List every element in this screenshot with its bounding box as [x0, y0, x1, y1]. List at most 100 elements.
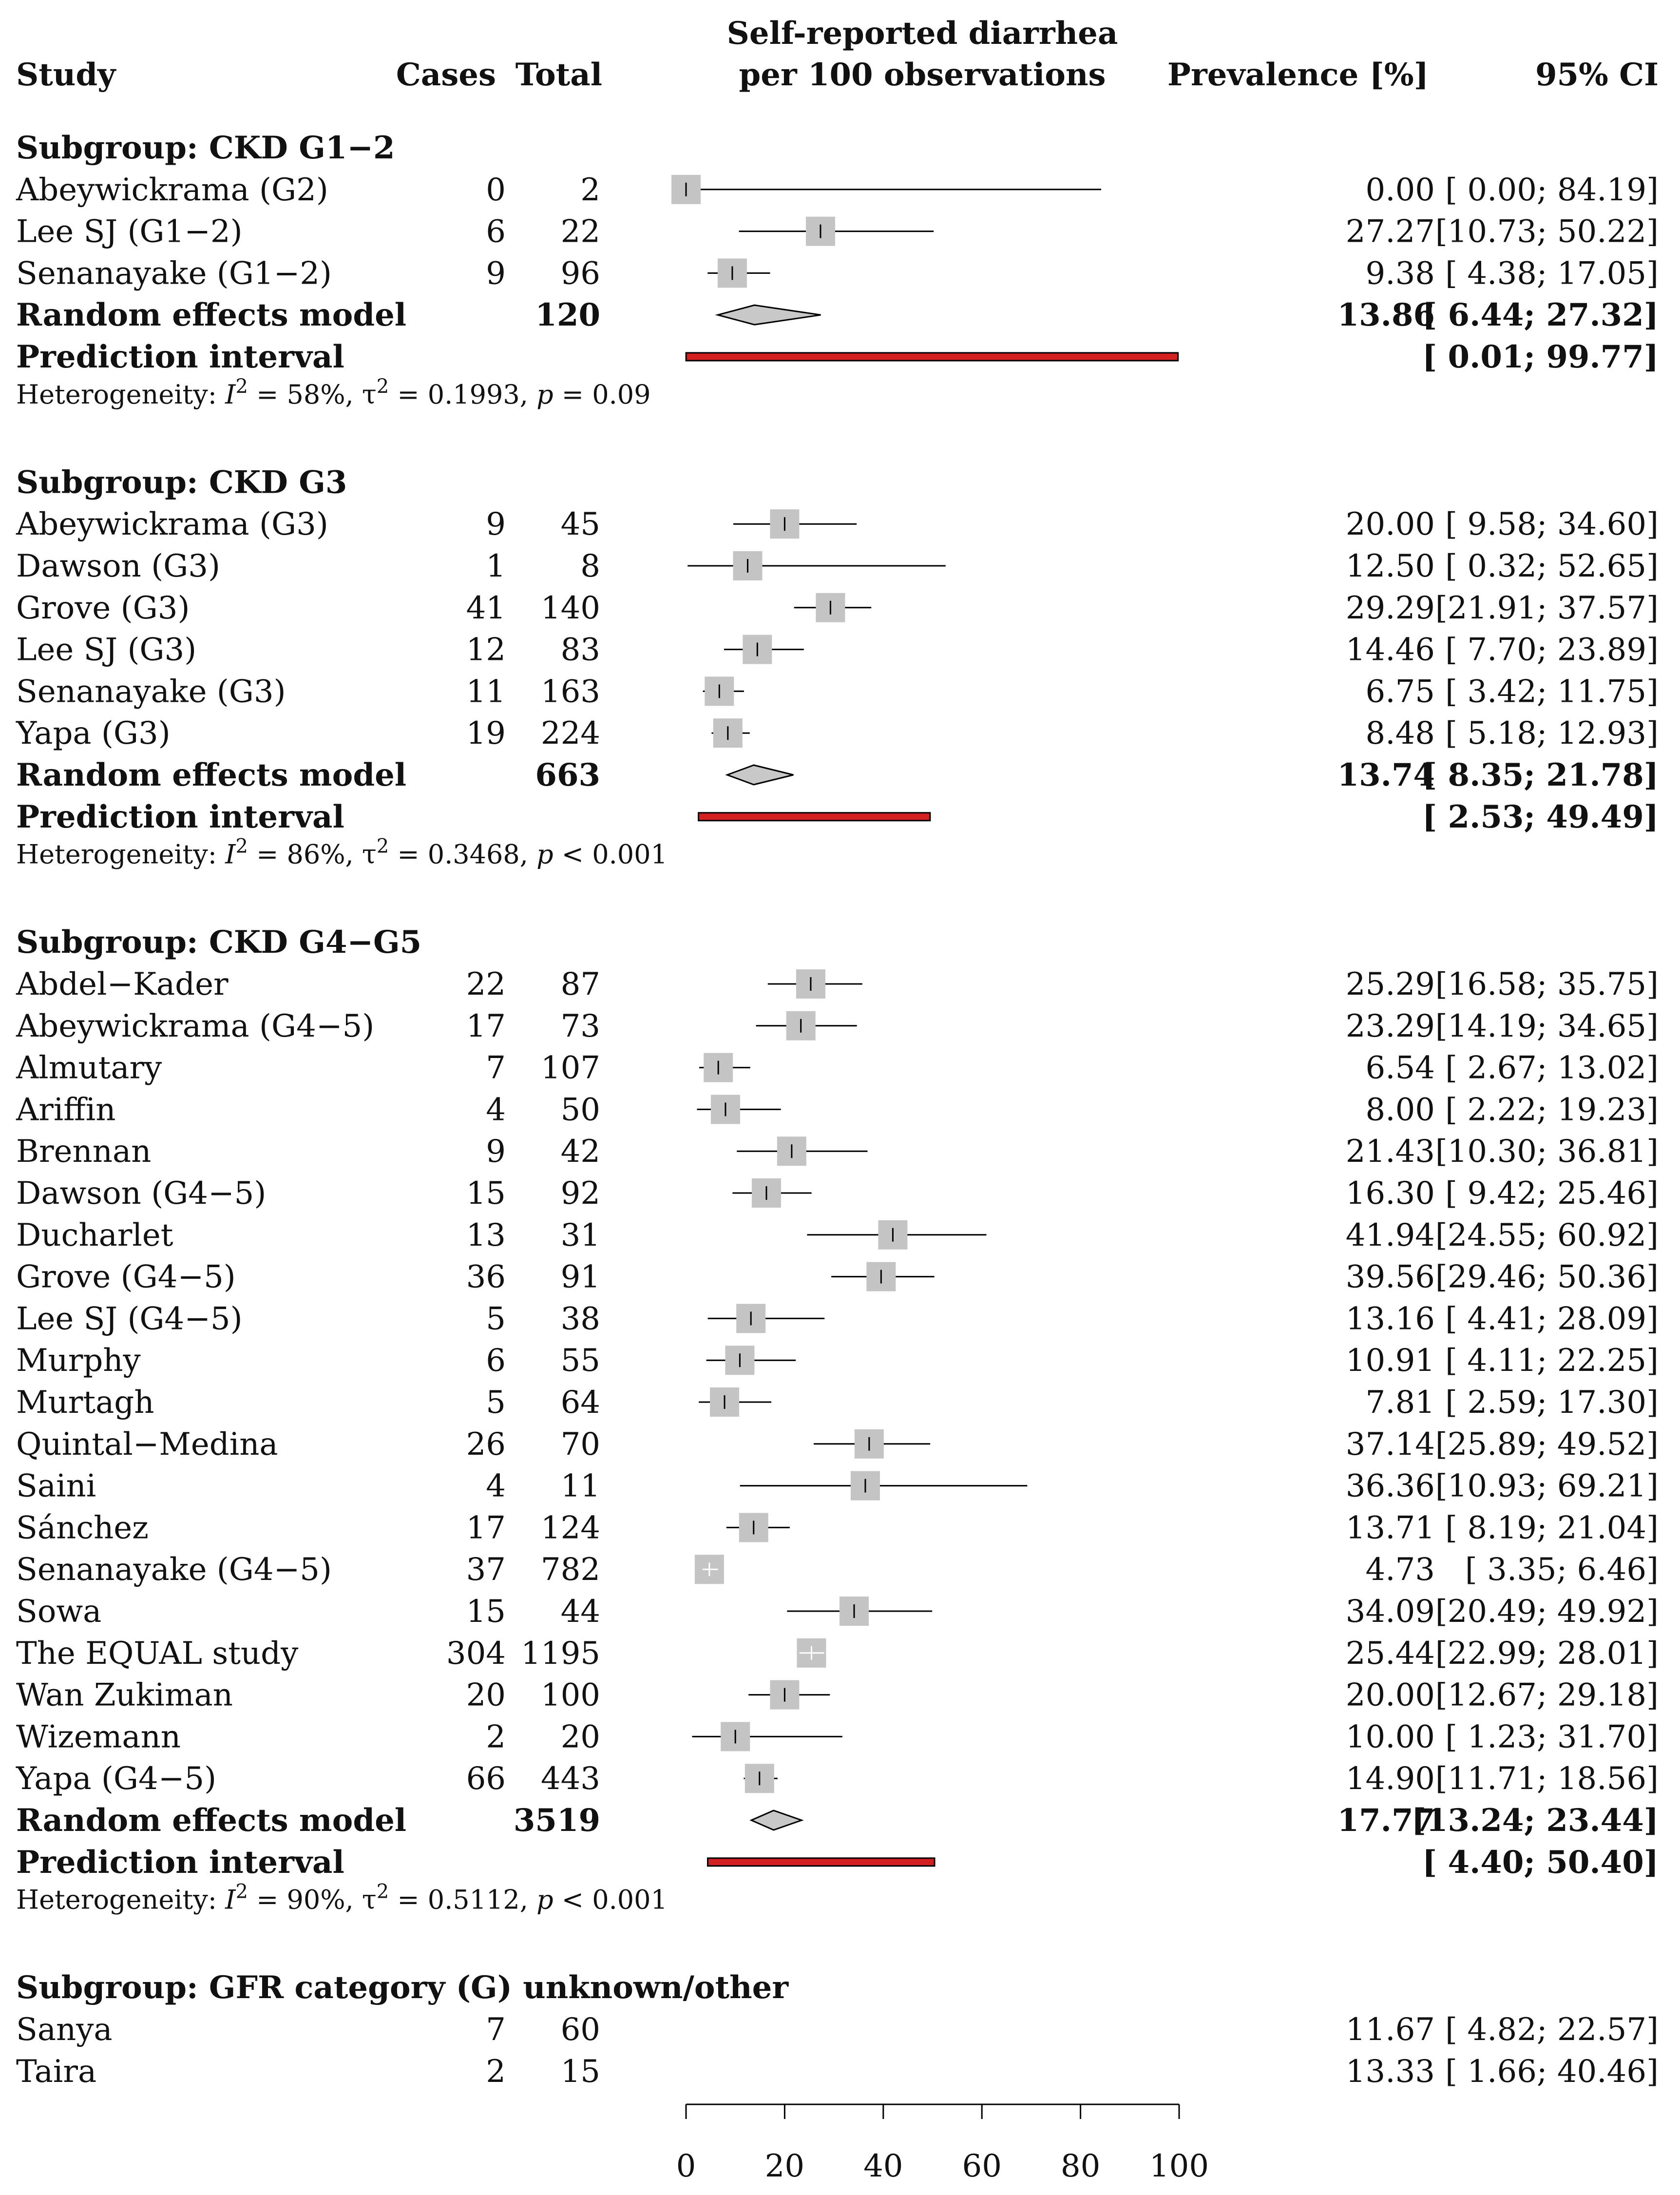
study-cases: 7: [486, 1050, 506, 1086]
study-cases: 1: [486, 548, 506, 584]
study-total: 64: [561, 1385, 600, 1421]
prediction-ci: [ 4.40; 50.40]: [1422, 1844, 1659, 1881]
header-study: Study: [16, 57, 116, 93]
model-diamond: [725, 764, 794, 786]
prediction-ci: [ 2.53; 49.49]: [1422, 799, 1659, 835]
heterogeneity-part: τ: [362, 1885, 377, 1915]
model-prevalence: 13.74: [1337, 757, 1435, 793]
study-prevalence: 23.29: [1346, 1008, 1435, 1044]
study-row: Wizemann 2 20 10.00 [ 1.23; 31.70]: [16, 1719, 1659, 1755]
study-cases: 19: [466, 715, 506, 751]
study-ci: [ 2.59; 17.30]: [1445, 1385, 1659, 1421]
study-name: Abeywickrama (G3): [16, 506, 328, 542]
heterogeneity-part: I: [225, 1885, 236, 1915]
heterogeneity-text: Heterogeneity: I2 = 86%, τ2 = 0.3468, p …: [16, 835, 668, 870]
study-prevalence: 13.71: [1346, 1510, 1435, 1546]
model-total: 663: [535, 757, 600, 793]
heterogeneity-part: 2: [377, 375, 389, 398]
study-ci: [ 3.35; 6.46]: [1465, 1552, 1659, 1588]
study-total: 87: [561, 966, 600, 1002]
study-name: Taira: [16, 2054, 96, 2090]
study-name: Wizemann: [16, 1719, 181, 1755]
study-name: Quintal−Medina: [16, 1426, 278, 1463]
study-cases: 12: [466, 632, 506, 668]
subgroup-title: Subgroup: GFR category (G) unknown/other: [16, 1969, 789, 2006]
heterogeneity-part: Heterogeneity:: [16, 379, 225, 410]
heterogeneity-text: Heterogeneity: I2 = 90%, τ2 = 0.5112, p …: [16, 1881, 668, 1915]
study-name: Dawson (G4−5): [16, 1175, 266, 1212]
study-total: 140: [541, 590, 600, 626]
header-ci: 95% CI: [1535, 57, 1659, 93]
study-prevalence: 12.50: [1346, 548, 1435, 584]
model-total: 120: [535, 297, 600, 333]
study-total: 124: [541, 1510, 600, 1546]
heterogeneity-part: < 0.001: [554, 839, 668, 870]
study-total: 60: [561, 2012, 600, 2048]
study-prevalence: 25.29: [1346, 966, 1435, 1002]
study-cases: 37: [466, 1552, 506, 1588]
study-name: Dawson (G3): [16, 548, 220, 584]
header-prevalence: Prevalence [%]: [1167, 57, 1429, 93]
study-total: 15: [561, 2054, 600, 2090]
header-plot-title-line1: Self-reported diarrhea: [727, 15, 1118, 52]
study-prevalence: 8.00: [1366, 1092, 1435, 1128]
study-cases: 6: [486, 1343, 506, 1379]
study-prevalence: 10.00: [1346, 1719, 1435, 1755]
study-cases: 41: [466, 590, 506, 626]
study-name: Grove (G3): [16, 590, 190, 626]
study-ci: [22.99; 28.01]: [1435, 1636, 1659, 1672]
study-total: 44: [561, 1594, 600, 1630]
study-ci: [29.46; 50.36]: [1435, 1259, 1659, 1295]
study-cases: 15: [466, 1175, 506, 1212]
model-prevalence: 17.77: [1337, 1802, 1435, 1839]
study-row: Senanayake (G4−5) 37 782 4.73 [ 3.35; 6.46]: [16, 1552, 1659, 1588]
model-ci: [13.24; 23.44]: [1412, 1802, 1659, 1839]
study-name: Saini: [16, 1468, 96, 1504]
prediction-bar: [698, 812, 931, 822]
study-name: Brennan: [16, 1134, 151, 1170]
model-diamond: [715, 304, 821, 326]
x-axis: 0 20 40 60 80 100: [676, 2103, 1209, 2184]
study-ci: [ 2.67; 13.02]: [1445, 1050, 1659, 1086]
x-tick-label: 60: [962, 2148, 1001, 2184]
heterogeneity-part: 2: [235, 375, 248, 398]
study-name: Sowa: [16, 1594, 101, 1630]
study-ci: [ 0.00; 84.19]: [1445, 172, 1659, 208]
study-row: Sánchez 17 124 13.71 [ 8.19; 21.04]: [16, 1510, 1659, 1546]
study-cases: 6: [486, 214, 506, 250]
header-total: Total: [515, 57, 602, 93]
study-total: 55: [561, 1343, 600, 1379]
heterogeneity-part: = 0.1993,: [389, 379, 536, 410]
x-tick-label: 80: [1061, 2148, 1100, 2184]
study-cases: 26: [466, 1426, 506, 1463]
study-cases: 4: [486, 1092, 506, 1128]
study-name: Lee SJ (G1−2): [16, 214, 243, 250]
study-total: 73: [561, 1008, 600, 1044]
study-name: Wan Zukiman: [16, 1677, 233, 1714]
study-row: Murphy 6 55 10.91 [ 4.11; 22.25]: [16, 1343, 1659, 1379]
study-row: Abeywickrama (G4−5) 17 73 23.29 [14.19; 34.6…: [16, 1008, 1659, 1044]
study-row: Murtagh 5 64 7.81 [ 2.59; 17.30]: [16, 1385, 1659, 1421]
study-name: Grove (G4−5): [16, 1259, 236, 1295]
subgroup-title: Subgroup: CKD G4−G5: [16, 924, 421, 961]
study-name: Sánchez: [16, 1510, 149, 1546]
study-prevalence: 0.00: [1366, 172, 1435, 208]
study-row: Grove (G3) 41 140 29.29 [21.91; 37.57]: [16, 590, 1659, 626]
study-total: 11: [561, 1468, 600, 1504]
study-ci: [ 8.19; 21.04]: [1445, 1510, 1659, 1546]
study-total: 50: [561, 1092, 600, 1128]
study-row: Wan Zukiman 20 100 20.00 [12.67; 29.18]: [16, 1677, 1659, 1714]
study-row: Lee SJ (G1−2) 6 22 27.27 [10.73; 50.22]: [16, 214, 1659, 250]
study-prevalence: 20.00: [1346, 1677, 1435, 1714]
heterogeneity-part: = 0.3468,: [389, 839, 536, 870]
study-name: Senanayake (G3): [16, 674, 286, 710]
study-cases: 20: [466, 1677, 506, 1714]
study-cases: 304: [446, 1636, 506, 1672]
heterogeneity-part: I: [225, 379, 236, 410]
study-ci: [ 3.42; 11.75]: [1445, 674, 1659, 710]
subgroup-0: Subgroup: CKD G1−2 Abeywickrama (G2) 0 2 0.0…: [16, 130, 1659, 410]
study-name: The EQUAL study: [16, 1636, 298, 1672]
study-ci: [25.89; 49.52]: [1435, 1426, 1659, 1463]
